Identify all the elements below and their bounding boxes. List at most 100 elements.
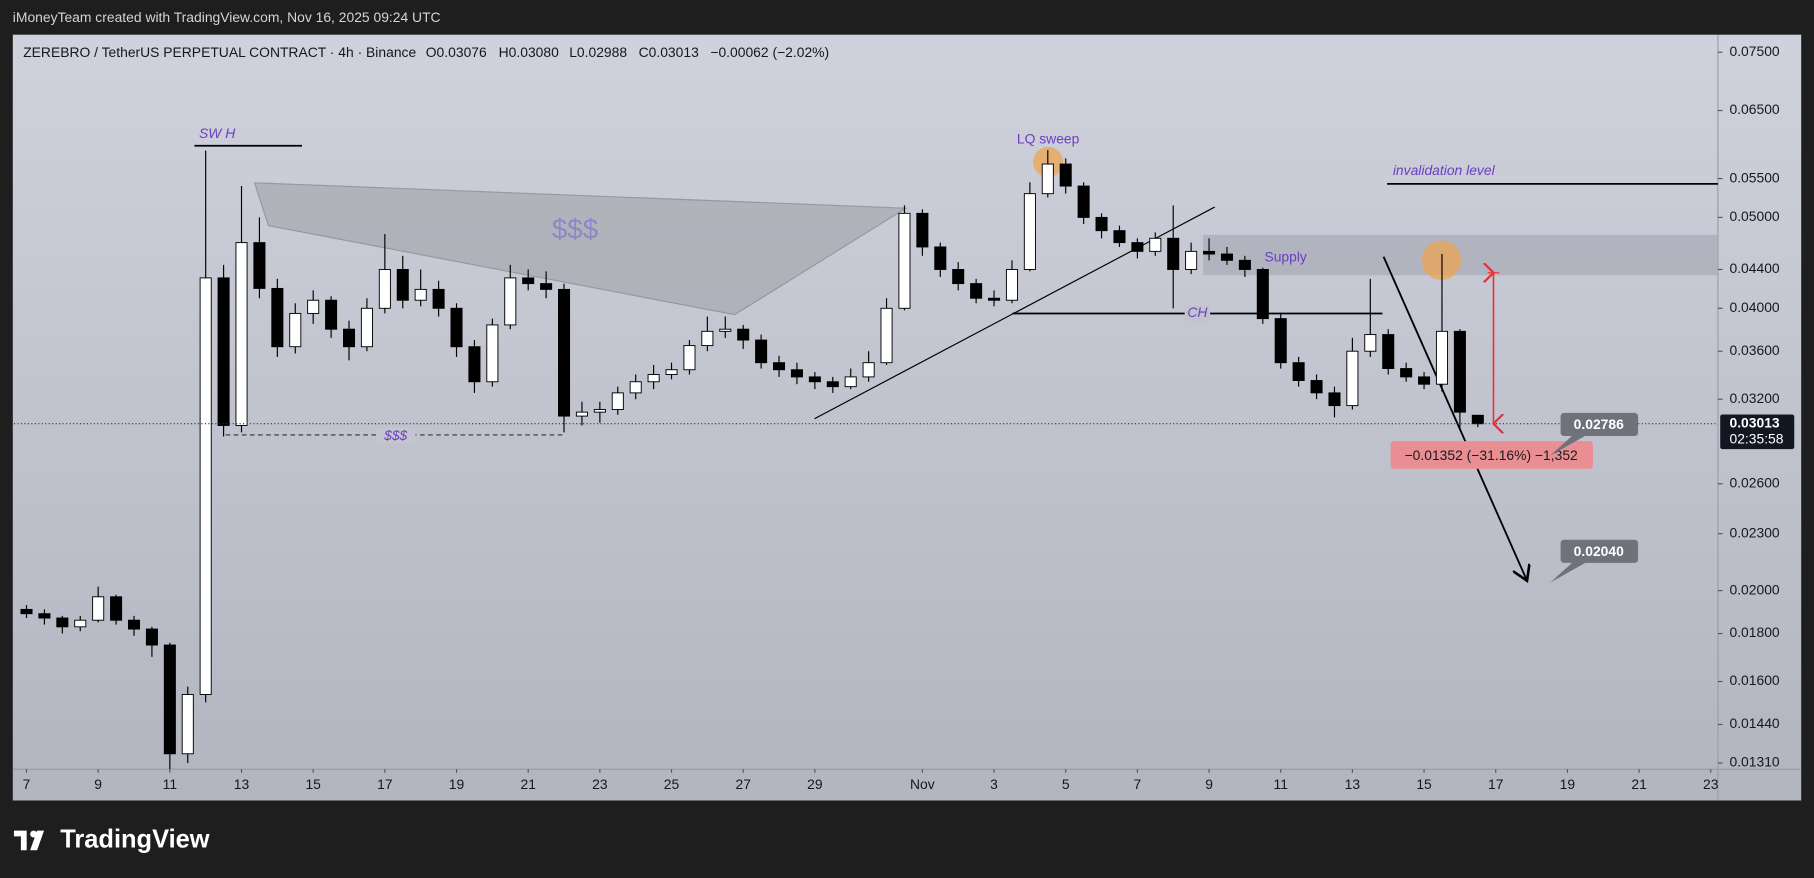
x-tick-label: 13 <box>1345 776 1361 792</box>
liquidity-label: $$$ <box>552 214 598 245</box>
candle-body <box>289 312 302 348</box>
candle-body <box>450 307 463 348</box>
overlay: 0.07500 0.06500 0.05500 0.05000 0.04400 0.040… <box>13 43 1795 792</box>
x-tick-label: 7 <box>23 776 31 792</box>
candle-body <box>163 644 176 755</box>
y-tick-label: 0.01600 <box>1729 672 1779 688</box>
x-tick-label: 9 <box>1205 776 1213 792</box>
candle-body <box>1059 163 1072 187</box>
candle-body <box>1256 269 1269 320</box>
candle-body <box>934 246 947 270</box>
candle-body <box>629 381 642 394</box>
y-tick-label: 0.07500 <box>1729 43 1779 59</box>
measure-label: −0.01352 (−31.16%) −1,352 <box>1405 447 1578 463</box>
candle-body <box>1364 334 1377 352</box>
x-tick-label: 17 <box>1488 776 1504 792</box>
candle-body <box>325 299 338 330</box>
candle-body <box>110 596 123 621</box>
candle-body <box>20 608 33 615</box>
candle-body <box>898 212 911 309</box>
candle-body <box>486 324 499 383</box>
y-tick-label: 0.01800 <box>1729 624 1779 640</box>
candle-body <box>235 242 248 426</box>
candle-body <box>378 269 391 309</box>
candle-body <box>988 297 1001 301</box>
legend-close: C0.03013 <box>639 44 699 60</box>
candle-body <box>1005 269 1018 301</box>
x-tick-label: 27 <box>735 776 751 792</box>
logo-mark <box>30 830 38 838</box>
legend-high: H0.03080 <box>499 44 559 60</box>
candle-body <box>1131 242 1144 252</box>
candle-body <box>647 374 660 383</box>
candle-body <box>540 283 553 290</box>
candle-body <box>1471 414 1484 425</box>
candle-body <box>504 277 517 326</box>
y-tick-label: 0.02300 <box>1729 524 1779 540</box>
candle-body <box>844 376 857 388</box>
x-tick-label: 13 <box>234 776 250 792</box>
candle-body <box>558 288 571 417</box>
y-tick-label: 0.03600 <box>1729 342 1779 358</box>
x-tick-label: 5 <box>1062 776 1070 792</box>
legend-open: O0.03076 <box>426 44 487 60</box>
candle-body <box>683 345 696 371</box>
liquidity-triangle <box>253 182 908 316</box>
candle-body <box>468 346 481 383</box>
candle-body <box>1220 253 1233 261</box>
candle-body <box>1041 163 1054 195</box>
candle-body <box>1274 318 1287 364</box>
legend-change: −0.00062 (−2.02%) <box>710 44 829 60</box>
y-tick-label: 0.03200 <box>1729 390 1779 406</box>
candle-body <box>737 328 750 341</box>
liquidity-bottom-label: $$$ <box>383 427 407 443</box>
candle-body <box>575 411 588 417</box>
candle-body <box>755 339 768 364</box>
x-tick-label: Nov <box>910 776 935 792</box>
attribution: iMoneyTeam created with TradingView.com,… <box>13 9 441 25</box>
invalidation-label: invalidation level <box>1393 162 1496 178</box>
label-backdrop <box>1184 305 1211 322</box>
legend-low: L0.02988 <box>569 44 627 60</box>
x-tick-label: 11 <box>1274 776 1289 792</box>
callout-label: 0.02040 <box>1574 543 1624 559</box>
y-tick-label: 0.02000 <box>1729 581 1779 597</box>
candle-body <box>343 328 356 348</box>
x-tick-label: 11 <box>163 776 178 792</box>
drawings: Supply $$$ SW H $$$ LQ sweep CH invalida… <box>194 125 1718 581</box>
candles <box>20 149 1484 770</box>
candle-body <box>1292 362 1305 381</box>
candle-body <box>952 269 965 285</box>
y-tick-label: 0.01310 <box>1729 754 1779 770</box>
last-price-label: 0.03013 <box>1729 414 1779 430</box>
candle-body <box>522 277 535 285</box>
candle-body <box>414 288 427 301</box>
candle-body <box>56 617 69 628</box>
candle-body <box>1328 392 1341 407</box>
label-backdrop <box>376 428 416 444</box>
candle-body <box>665 369 678 375</box>
x-tick-label: 15 <box>305 776 321 792</box>
candle-body <box>1149 237 1162 252</box>
candle-body <box>199 277 212 695</box>
y-tick-label: 0.01440 <box>1729 715 1779 731</box>
candle-body <box>611 392 624 410</box>
candle-body <box>790 369 803 378</box>
candle-body <box>1095 216 1108 232</box>
candle-body <box>826 381 839 388</box>
lq-sweep-label: LQ sweep <box>1017 131 1080 147</box>
candle-body <box>1113 230 1126 244</box>
callout-box <box>1560 539 1639 563</box>
candle-body <box>1346 350 1359 407</box>
x-tick-label: 21 <box>520 776 536 792</box>
candle-body <box>127 619 141 630</box>
x-tick-label: 15 <box>1416 776 1432 792</box>
candle-body <box>1435 330 1448 385</box>
x-tick-label: 23 <box>592 776 608 792</box>
candle-body <box>74 619 87 628</box>
candle-body <box>1077 185 1090 218</box>
supply-zone <box>1203 234 1718 276</box>
candle-body <box>808 376 821 383</box>
